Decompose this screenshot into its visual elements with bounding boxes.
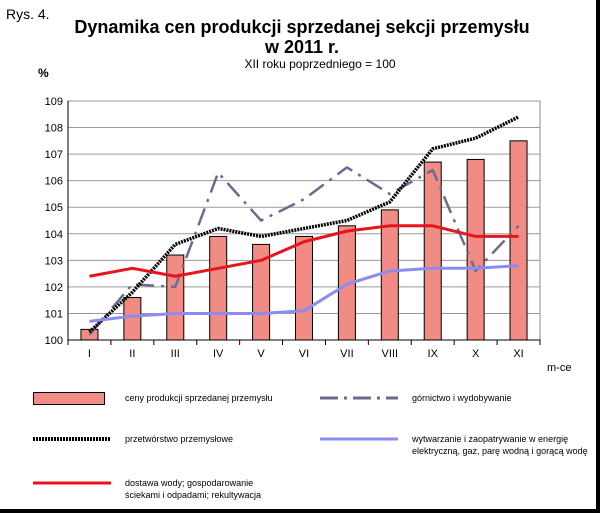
x-tick-label: II <box>129 348 135 360</box>
y-tick-label: 108 <box>45 123 63 135</box>
x-axis-unit: m-ce <box>547 362 572 374</box>
legend-item-prices: ceny produkcji sprzedanej przemysłu <box>33 392 345 405</box>
legend-item-energy: wytwarzanie i zaopatrywanie w energię el… <box>320 433 600 457</box>
legend-label-water: dostawa wody; gospodarowanie ściekami i … <box>125 477 345 501</box>
legend-item-mining: górnictwo i wydobywanie <box>320 392 600 404</box>
series-line-dostawa <box>89 224 519 278</box>
chart-title-line1: Dynamika cen produkcji sprzedanej sekcji… <box>74 17 530 37</box>
bar <box>509 140 528 341</box>
legend-label-water-line2: ściekami i odpadami; rekultywacja <box>125 490 262 500</box>
legend-swatch-bar <box>33 392 111 405</box>
legend-label-energy-line1: wytwarzanie i zaopatrywanie w energię <box>412 434 569 444</box>
legend-label-energy: wytwarzanie i zaopatrywanie w energię el… <box>412 433 600 457</box>
series-line-wytwarzanie <box>89 264 519 323</box>
y-tick-label: 105 <box>45 202 63 214</box>
x-tick-label: I <box>88 348 91 360</box>
x-tick-label: III <box>171 348 180 360</box>
legend-label-energy-line2: elektryczną, gaz, parę wodną i gorącą wo… <box>412 446 588 456</box>
legend-label-prices: ceny produkcji sprzedanej przemysłu <box>125 393 273 403</box>
legend-swatch-energy <box>320 433 398 445</box>
y-tick-label: 103 <box>45 255 63 267</box>
y-tick-label: 104 <box>45 229 63 241</box>
figure-label: Rys. 4. <box>6 6 50 22</box>
bar <box>252 243 271 341</box>
x-tick-label: X <box>472 348 480 360</box>
x-tick-label: VIII <box>382 348 399 360</box>
chart-title-line2: w 2011 r. <box>264 37 340 57</box>
y-tick-label: 106 <box>45 176 63 188</box>
bar <box>123 297 142 341</box>
bar <box>466 158 485 341</box>
series-line-grnictwo <box>88 166 520 336</box>
legend-swatch-manufacturing <box>33 433 111 445</box>
y-tick-label: 101 <box>45 308 63 320</box>
y-tick-label: 107 <box>45 149 63 161</box>
legend-swatch-mining <box>320 392 398 404</box>
x-tick-label: IV <box>213 348 224 360</box>
legend-label-manufacturing: przetwórstwo przemysłowe <box>125 434 234 444</box>
legend-item-manufacturing: przetwórstwo przemysłowe <box>33 433 345 445</box>
series-line-przetwrstwo <box>88 115 520 334</box>
bar <box>295 235 313 341</box>
y-tick-label: 102 <box>45 282 63 294</box>
legend-item-water: dostawa wody; gospodarowanie ściekami i … <box>33 477 345 501</box>
y-axis-unit: % <box>38 66 49 80</box>
bar <box>423 161 442 341</box>
x-tick-label: VII <box>340 348 353 360</box>
x-tick-label: XI <box>513 348 523 360</box>
legend-label-water-line1: dostawa wody; gospodarowanie <box>125 478 254 488</box>
y-tick-label: 100 <box>45 335 63 347</box>
legend-label-mining: górnictwo i wydobywanie <box>412 393 512 403</box>
y-tick-label: 109 <box>45 96 63 108</box>
legend-swatch-water <box>33 477 111 489</box>
x-tick-label: IX <box>428 348 439 360</box>
chart-subtitle: XII roku poprzedniego = 100 <box>244 57 396 71</box>
x-tick-label: VI <box>299 348 309 360</box>
x-tick-label: V <box>257 348 265 360</box>
